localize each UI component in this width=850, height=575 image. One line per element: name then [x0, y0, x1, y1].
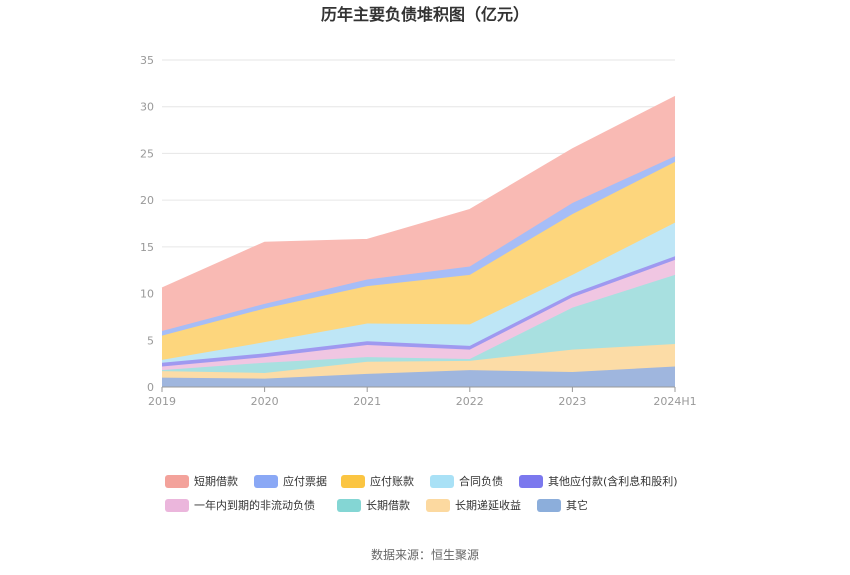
- legend-label: 长期递延收益: [455, 498, 521, 512]
- area-2: [162, 274, 675, 373]
- legend-item[interactable]: 长期借款: [337, 498, 410, 512]
- y-tick-label: 30: [140, 101, 154, 114]
- area-line-3: [161, 259, 676, 367]
- legend-label: 其他应付款(含利息和股利): [548, 474, 678, 488]
- legend-swatch: [165, 475, 189, 488]
- y-tick-label: 15: [140, 241, 154, 254]
- legend-label: 应付账款: [370, 474, 414, 488]
- x-tick-label: 2020: [251, 395, 279, 408]
- legend-swatch: [254, 475, 278, 488]
- legend-swatch: [426, 499, 450, 512]
- legend-label: 合同负债: [459, 474, 503, 488]
- x-axis: [161, 386, 676, 392]
- data-source: 数据来源：恒生聚源: [371, 547, 479, 562]
- y-tick-label: 25: [140, 147, 154, 160]
- area-5: [162, 222, 675, 363]
- area-4: [162, 256, 675, 367]
- x-tick-label: 2019: [148, 395, 176, 408]
- legend-swatch: [165, 499, 189, 512]
- y-tick-label: 5: [147, 334, 154, 347]
- legend-item[interactable]: 短期借款: [165, 474, 238, 488]
- legend-item[interactable]: 应付票据: [254, 474, 327, 488]
- legend-item[interactable]: 长期递延收益: [426, 498, 521, 512]
- legend-label: 其它: [566, 498, 588, 512]
- chart-title: 历年主要负债堆积图（亿元）: [321, 5, 529, 24]
- legend: 短期借款 应付票据 应付账款 合同负债 其他应付款(含利息和股利) 一年内到期的非流动负债…: [165, 474, 678, 512]
- y-tick-label: 35: [140, 54, 154, 67]
- legend-item[interactable]: 其他应付款(含利息和股利): [519, 474, 678, 488]
- legend-swatch: [519, 475, 543, 488]
- x-tick-label: 2024H1: [653, 395, 696, 408]
- legend-swatch: [337, 499, 361, 512]
- y-tick-label: 20: [140, 194, 154, 207]
- x-tick-label: 2022: [456, 395, 484, 408]
- legend-item[interactable]: 合同负债: [430, 474, 503, 488]
- x-tick-label: 2021: [353, 395, 381, 408]
- area-3: [162, 259, 675, 371]
- area-series: [161, 95, 676, 387]
- legend-label: 应付票据: [283, 474, 327, 488]
- legend-swatch: [430, 475, 454, 488]
- legend-swatch: [537, 499, 561, 512]
- legend-item[interactable]: 其它: [537, 498, 588, 512]
- legend-item[interactable]: 一年内到期的非流动负债: [165, 498, 315, 512]
- legend-item[interactable]: 应付账款: [341, 474, 414, 488]
- y-tick-label: 10: [140, 288, 154, 301]
- area-line-8: [161, 95, 676, 289]
- area-6: [162, 161, 675, 360]
- area-8: [162, 96, 675, 331]
- legend-label: 一年内到期的非流动负债: [194, 498, 315, 512]
- y-tick-label: 0: [147, 381, 154, 394]
- x-tick-labels: 2019 2020 2021 2022 2023 2024H1: [148, 395, 697, 408]
- legend-label: 长期借款: [366, 498, 410, 512]
- legend-swatch: [341, 475, 365, 488]
- legend-label: 短期借款: [194, 474, 238, 488]
- x-tick-label: 2023: [558, 395, 586, 408]
- y-axis: 0 5 10 15 20 25 30 35: [140, 54, 154, 394]
